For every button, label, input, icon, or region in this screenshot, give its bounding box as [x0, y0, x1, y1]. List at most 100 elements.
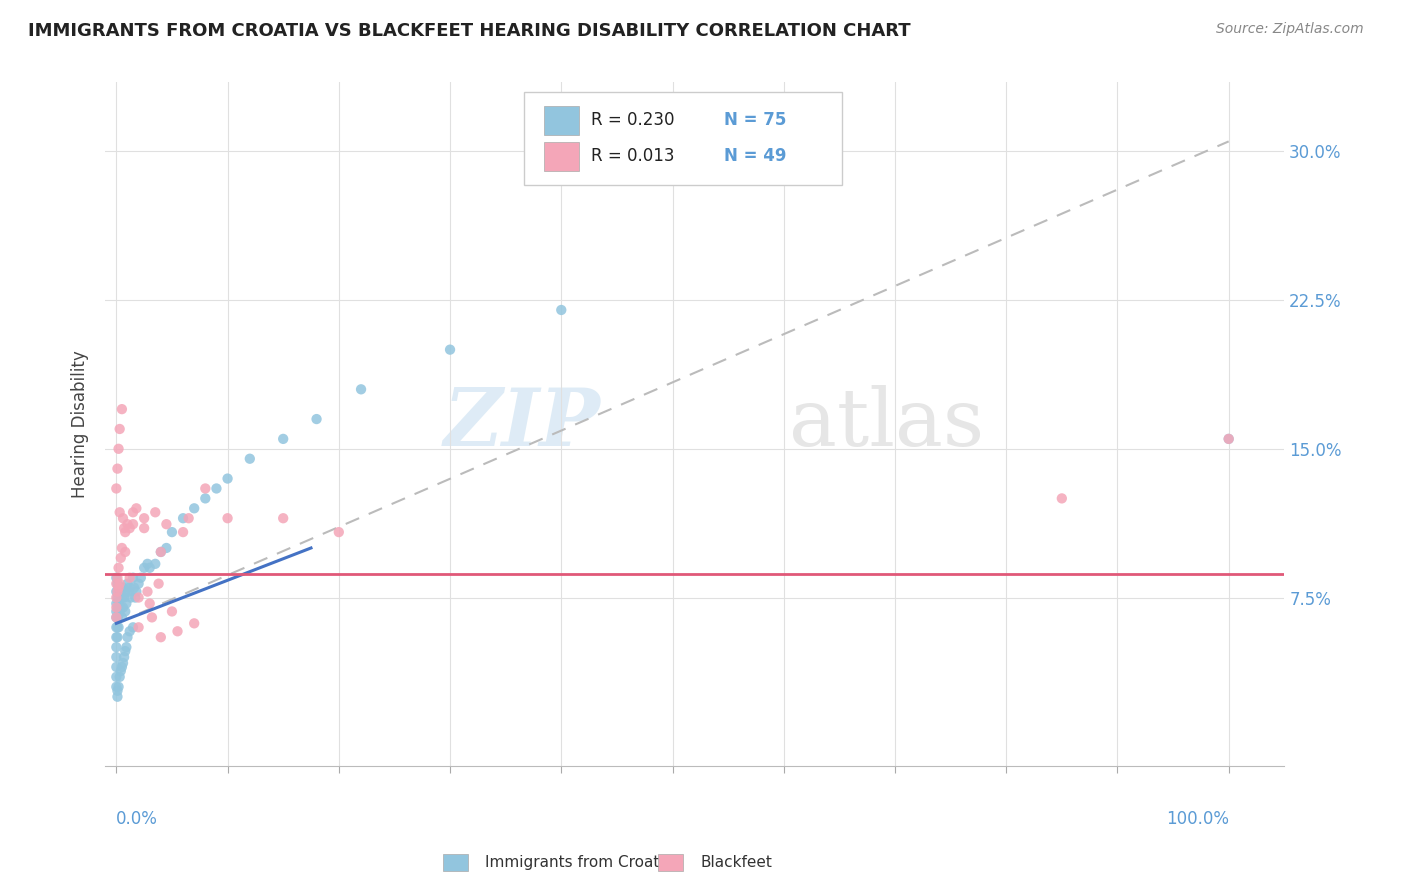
Point [110, 550, 132, 565]
Point [172, 525, 194, 540]
Point [125, 584, 148, 599]
Point [107, 680, 129, 694]
Point [108, 582, 131, 597]
Point [128, 620, 150, 634]
Point [136, 557, 159, 571]
Point [271, 511, 294, 525]
Point [134, 521, 156, 535]
Point [239, 451, 262, 466]
Point [107, 581, 129, 595]
Point [122, 505, 145, 519]
Point [183, 501, 205, 516]
Point [105, 576, 128, 591]
Point [107, 690, 129, 704]
Point [107, 571, 129, 585]
Text: N = 75: N = 75 [724, 112, 786, 129]
Text: Blackfeet: Blackfeet [700, 855, 772, 870]
Text: IMMIGRANTS FROM CROATIA VS BLACKFEET HEARING DISABILITY CORRELATION CHART: IMMIGRANTS FROM CROATIA VS BLACKFEET HEA… [28, 22, 911, 40]
Point [117, 576, 139, 591]
Point [194, 482, 217, 496]
Point [108, 576, 131, 591]
Point [271, 432, 294, 446]
Point [148, 576, 170, 591]
Point [134, 511, 156, 525]
Point [105, 650, 128, 665]
Point [111, 600, 134, 615]
Point [111, 660, 134, 674]
Point [114, 644, 136, 658]
Point [107, 591, 129, 605]
Text: ZIP: ZIP [443, 385, 600, 463]
Point [108, 505, 131, 519]
FancyBboxPatch shape [544, 106, 579, 135]
Point [122, 620, 145, 634]
Point [111, 541, 134, 555]
Point [105, 584, 128, 599]
Text: 0.0%: 0.0% [117, 810, 159, 828]
Point [128, 576, 150, 591]
Point [125, 501, 148, 516]
Point [107, 442, 129, 456]
Text: N = 49: N = 49 [724, 147, 787, 166]
Point [143, 505, 166, 519]
Point [114, 584, 136, 599]
Point [160, 604, 183, 618]
Text: atlas: atlas [789, 385, 984, 463]
Point [115, 640, 138, 654]
Point [105, 610, 128, 624]
Point [138, 597, 160, 611]
Point [122, 581, 145, 595]
Point [108, 670, 131, 684]
Point [111, 656, 134, 670]
Point [115, 597, 138, 611]
Point [1050, 491, 1073, 506]
Point [107, 683, 129, 698]
Point [105, 640, 128, 654]
Point [118, 624, 141, 639]
Point [172, 511, 194, 525]
Point [111, 581, 134, 595]
Point [118, 571, 141, 585]
Point [112, 521, 135, 535]
Text: R = 0.230: R = 0.230 [591, 112, 675, 129]
Point [110, 600, 132, 615]
Point [107, 600, 129, 615]
Point [128, 591, 150, 605]
Point [117, 630, 139, 644]
Point [105, 600, 128, 615]
Point [108, 422, 131, 436]
Text: Immigrants from Croatia: Immigrants from Croatia [485, 855, 673, 870]
Point [1218, 432, 1240, 446]
Point [107, 461, 129, 475]
Point [183, 616, 205, 631]
FancyBboxPatch shape [544, 142, 579, 171]
Point [107, 581, 129, 595]
Point [217, 511, 239, 525]
Point [107, 610, 129, 624]
Point [149, 545, 172, 559]
Point [108, 604, 131, 618]
Point [149, 630, 172, 644]
Point [105, 620, 128, 634]
Point [105, 591, 128, 605]
Point [134, 561, 156, 575]
Point [111, 610, 134, 624]
Point [118, 581, 141, 595]
Point [439, 343, 461, 357]
Point [110, 586, 132, 600]
Point [105, 680, 128, 694]
Point [160, 525, 183, 540]
Point [105, 482, 128, 496]
FancyBboxPatch shape [524, 92, 842, 185]
Point [107, 576, 129, 591]
Text: R = 0.013: R = 0.013 [591, 147, 675, 166]
Point [107, 620, 129, 634]
Point [177, 511, 200, 525]
Point [118, 521, 141, 535]
Point [149, 545, 172, 559]
Point [111, 591, 134, 605]
Point [107, 594, 129, 608]
Point [136, 584, 159, 599]
Point [107, 620, 129, 634]
Point [114, 604, 136, 618]
